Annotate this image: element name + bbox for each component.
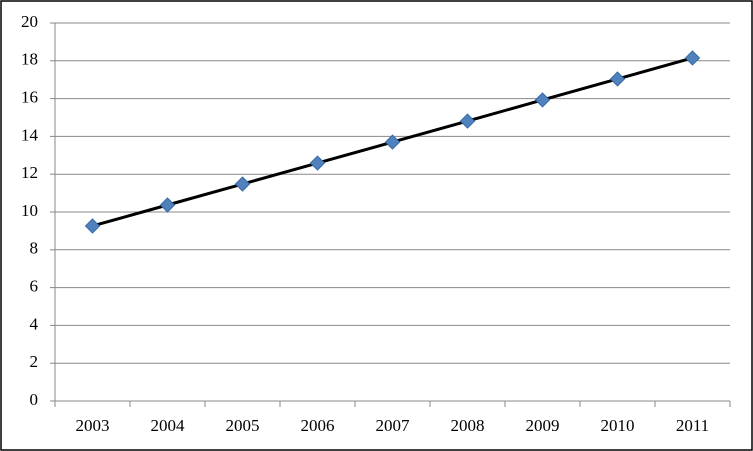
- x-tick-label: 2009: [526, 416, 560, 435]
- data-marker: [684, 50, 701, 66]
- x-tick-label: 2007: [376, 416, 411, 435]
- x-tick-label: 2003: [76, 416, 110, 435]
- y-tick-label: 18: [21, 50, 38, 69]
- data-marker: [534, 92, 551, 108]
- x-tick-label: 2006: [301, 416, 335, 435]
- y-tick-label: 20: [21, 12, 38, 31]
- x-tick-label: 2004: [151, 416, 186, 435]
- y-tick-label: 6: [30, 277, 39, 296]
- data-marker: [84, 218, 101, 234]
- x-tick-label: 2005: [226, 416, 260, 435]
- x-tick-label: 2011: [676, 416, 709, 435]
- y-tick-label: 2: [30, 352, 39, 371]
- y-tick-label: 4: [30, 314, 39, 333]
- data-marker: [384, 134, 401, 150]
- y-tick-label: 16: [21, 88, 38, 107]
- x-tick-label: 2008: [451, 416, 485, 435]
- x-tick-label: 2010: [601, 416, 635, 435]
- y-tick-label: 8: [30, 239, 39, 258]
- y-tick-label: 14: [21, 125, 39, 144]
- y-tick-label: 0: [30, 390, 39, 409]
- data-marker: [309, 155, 326, 171]
- data-marker: [159, 197, 176, 213]
- y-tick-label: 10: [21, 201, 38, 220]
- data-marker: [234, 176, 251, 192]
- data-marker: [609, 71, 626, 87]
- y-tick-label: 12: [21, 163, 38, 182]
- data-marker: [459, 113, 476, 129]
